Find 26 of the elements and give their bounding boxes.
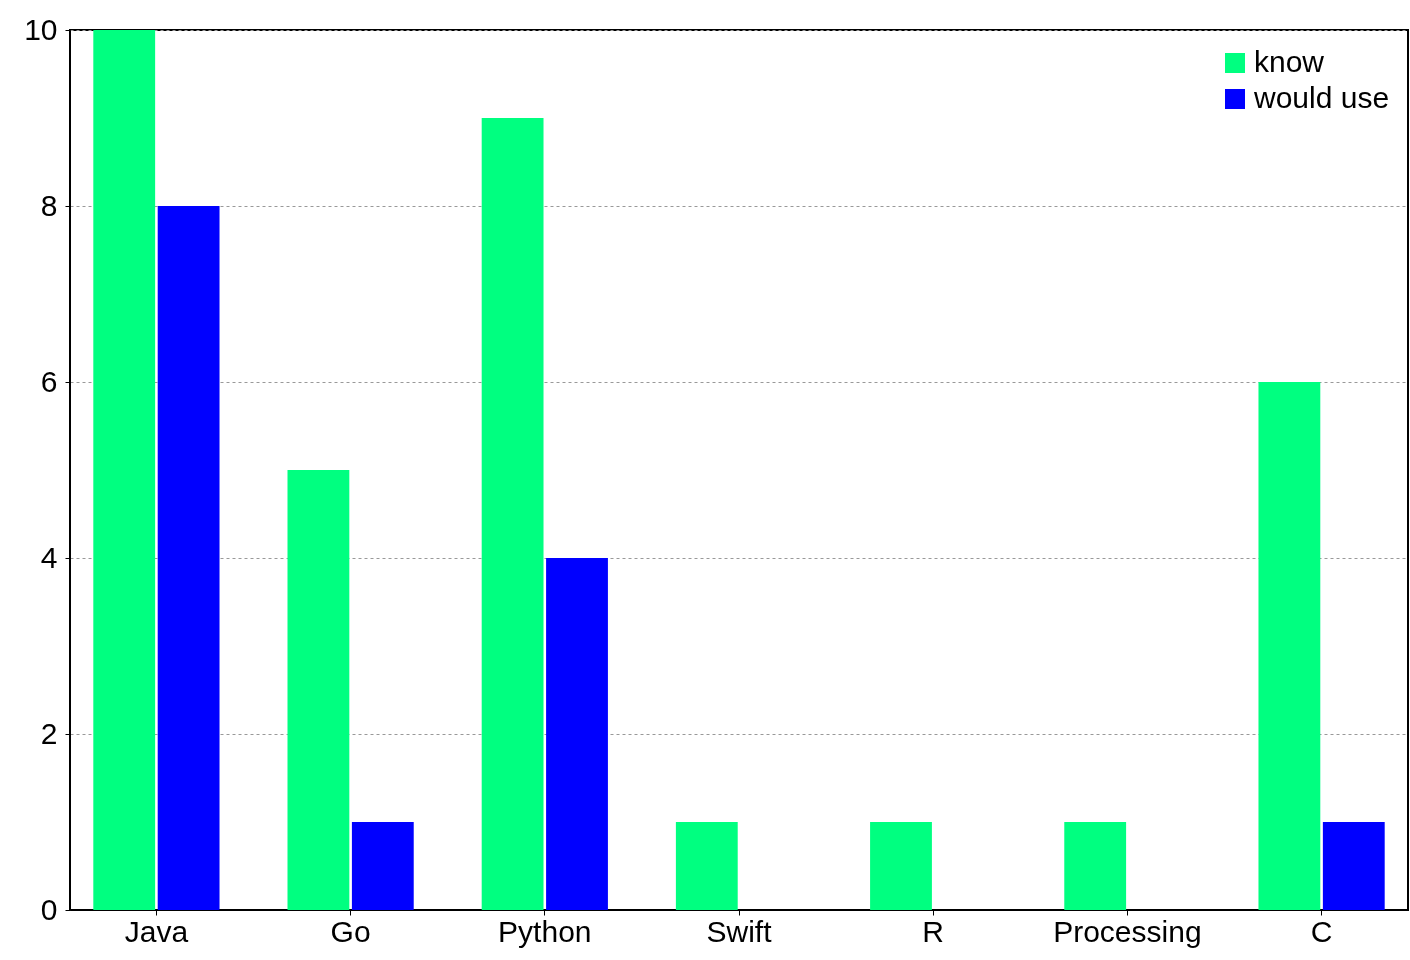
bar [1322,822,1385,910]
bar [93,30,156,910]
x-tick-label: Java [124,914,189,948]
y-tick-label: 8 [40,188,58,222]
x-tick-label: Go [330,914,371,948]
y-tick-label: 10 [24,12,58,46]
y-tick-label: 2 [40,716,58,750]
y-tick-label: 4 [40,540,58,574]
x-tick-label: Python [498,914,592,948]
bar [1258,382,1321,910]
bar [546,558,608,910]
bar [870,822,932,910]
legend-label: know [1254,45,1325,78]
bar [1064,822,1127,910]
y-tick-label: 6 [40,364,58,398]
bar [287,470,350,910]
bar [481,118,544,910]
x-tick-label: Processing [1053,914,1202,948]
x-tick-label: Swift [706,914,773,948]
legend-label: would use [1253,81,1390,114]
y-tick-label: 0 [40,892,58,926]
x-tick-label: R [922,914,945,948]
bar [351,822,414,910]
bar [675,822,738,910]
bar [157,206,220,910]
x-tick-label: C [1310,914,1333,948]
